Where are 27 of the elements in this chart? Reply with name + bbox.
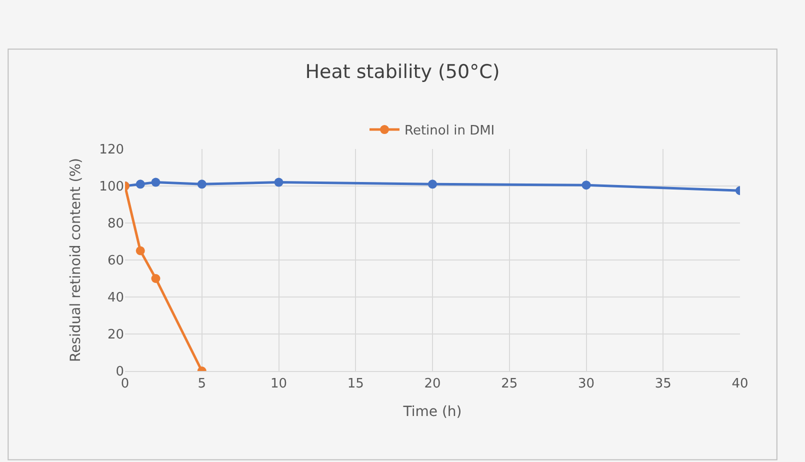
legend-label: Retinol in DMI xyxy=(404,124,495,139)
point xyxy=(582,180,591,190)
point xyxy=(428,180,437,189)
point xyxy=(197,180,206,189)
y-tick-label: 100 xyxy=(99,180,124,195)
x-tick-label: 20 xyxy=(424,376,441,392)
y-tick-label: 40 xyxy=(107,290,124,306)
point xyxy=(151,274,160,283)
y-tick-label: 80 xyxy=(107,216,124,232)
point xyxy=(151,178,160,187)
x-axis-title: Time (h) xyxy=(402,404,462,420)
point xyxy=(136,180,145,189)
x-tick-label: 35 xyxy=(654,376,672,392)
x-tick-label: 15 xyxy=(347,376,364,392)
y-axis-title: Residual retinoid content (%) xyxy=(68,158,84,362)
y-tick-label: 120 xyxy=(99,142,124,158)
point xyxy=(274,178,284,187)
x-tick-label: 10 xyxy=(270,376,288,392)
chart-title: Heat stability (50°C) xyxy=(305,60,500,83)
point xyxy=(136,246,145,256)
y-tick-label: 60 xyxy=(107,254,124,269)
x-tick-label: 30 xyxy=(578,376,595,392)
y-tick-label: 0 xyxy=(116,364,124,380)
y-tick-label: 20 xyxy=(107,328,124,343)
x-tick-label: 5 xyxy=(198,376,206,392)
x-tick-label: 25 xyxy=(501,376,518,392)
x-tick-label: 40 xyxy=(732,376,748,392)
